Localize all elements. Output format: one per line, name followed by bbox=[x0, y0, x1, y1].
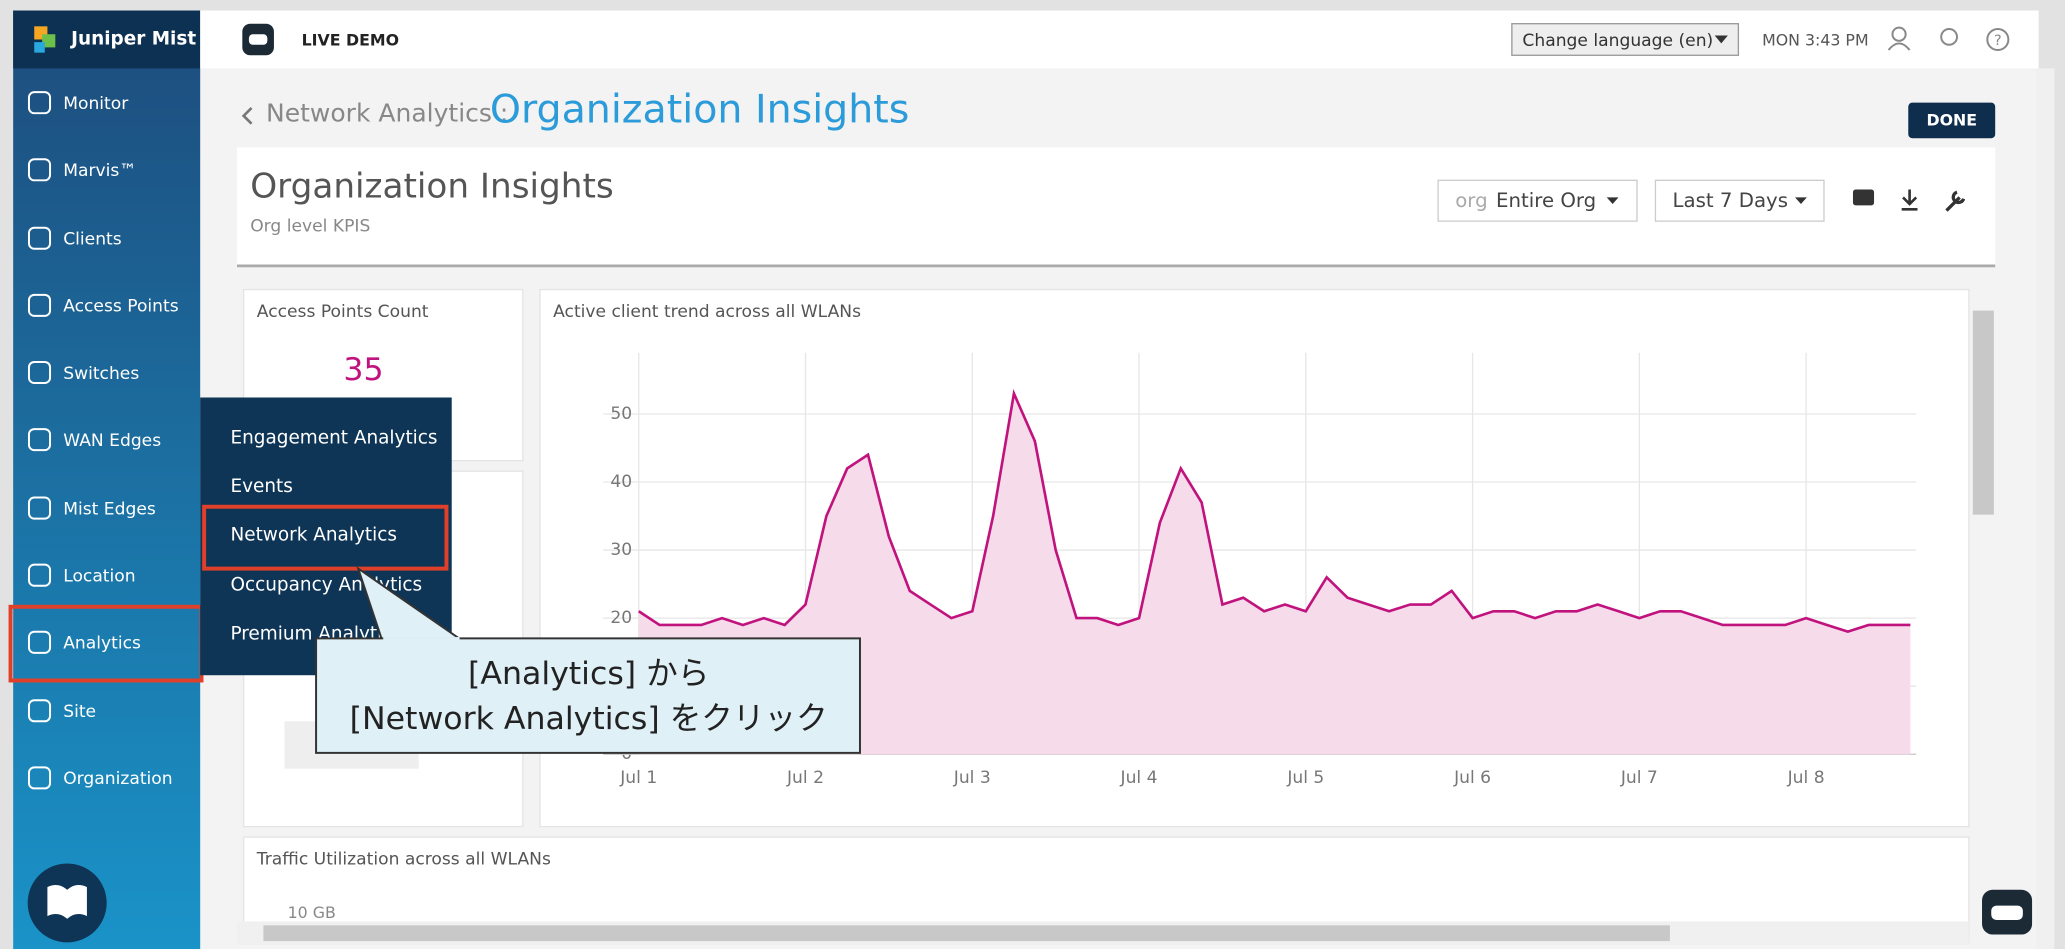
highlight-network-analytics bbox=[202, 504, 449, 571]
nav-icon[interactable] bbox=[27, 293, 52, 317]
brand: Juniper Mist bbox=[69, 28, 196, 49]
y-tick-label: 40 bbox=[610, 472, 632, 492]
area bbox=[638, 393, 1911, 755]
done-label: DONE bbox=[1926, 111, 1977, 130]
clock: MON 3:43 PM bbox=[1762, 30, 1868, 49]
nav-item[interactable]: Mist Edges bbox=[63, 499, 156, 519]
breadcrumb-parent[interactable]: Network Analytics : bbox=[266, 99, 508, 128]
nav: Monitor Marvis™ Clients Access Points Switch… bbox=[27, 91, 179, 790]
nav-icon[interactable] bbox=[27, 226, 52, 250]
submenu-items: Engagement Analytics Events Network Analyt… bbox=[230, 427, 437, 644]
chat-bot-eyes bbox=[1991, 905, 2023, 921]
x-tick-label: Jul 6 bbox=[1453, 768, 1491, 788]
y-tick-label: 30 bbox=[610, 540, 632, 560]
y-tick-label: 20 bbox=[610, 608, 632, 628]
help-icon[interactable] bbox=[1986, 27, 2010, 52]
scope-select[interactable] bbox=[1437, 179, 1638, 222]
help-mark: ? bbox=[1994, 33, 2002, 49]
callout bbox=[315, 637, 861, 754]
caret bbox=[1795, 197, 1807, 205]
traffic-title: Traffic Utilization across all WLANs bbox=[256, 849, 551, 869]
print-icon[interactable] bbox=[1852, 189, 1875, 206]
x-tick-label: Jul 4 bbox=[1120, 768, 1158, 788]
nav-item[interactable]: Clients bbox=[63, 230, 122, 250]
nav-icon[interactable] bbox=[27, 158, 52, 182]
nav-item[interactable]: Location bbox=[63, 567, 135, 587]
scope-value: Entire Org bbox=[1496, 189, 1596, 212]
breadcrumb-current: Organization Insights bbox=[490, 86, 909, 132]
x-tick-label: Jul 8 bbox=[1787, 768, 1825, 788]
user-icon bbox=[1887, 42, 1911, 51]
x-tick-label: Jul 5 bbox=[1286, 768, 1324, 788]
nav-icon[interactable] bbox=[27, 428, 52, 452]
nav-icon[interactable] bbox=[27, 360, 52, 385]
y-tick-label: 50 bbox=[610, 404, 632, 424]
callout-join bbox=[383, 637, 460, 642]
submenu-item[interactable]: Events bbox=[230, 476, 292, 497]
v-scrollbar[interactable] bbox=[2036, 68, 2055, 949]
nav-icon[interactable] bbox=[27, 630, 52, 654]
nav-item[interactable]: Marvis™ bbox=[63, 161, 136, 181]
back-arrow[interactable] bbox=[241, 106, 253, 125]
download-icon[interactable] bbox=[1901, 189, 1918, 211]
nav-item[interactable]: Organization bbox=[63, 769, 172, 789]
robot-eyes bbox=[248, 34, 268, 45]
x-tick-label: Jul 2 bbox=[786, 768, 824, 788]
x-tick-label: Jul 7 bbox=[1620, 768, 1658, 788]
nav-item[interactable]: Monitor bbox=[63, 94, 129, 114]
language-select[interactable] bbox=[1511, 23, 1740, 56]
logo-icon bbox=[42, 34, 56, 48]
ap-card-title: Access Points Count bbox=[257, 302, 429, 322]
scope-label: org bbox=[1455, 189, 1487, 212]
nav-item[interactable]: Analytics bbox=[63, 634, 141, 654]
logo-icon bbox=[34, 42, 45, 53]
settings-icon[interactable] bbox=[1945, 190, 1966, 212]
nav-item[interactable]: Site bbox=[63, 702, 96, 722]
nav-icon[interactable] bbox=[27, 699, 52, 723]
callout-line: [Network Analytics] をクリック bbox=[350, 701, 828, 737]
nav-item[interactable]: Access Points bbox=[63, 297, 179, 317]
v-scroll-thumb[interactable] bbox=[1972, 310, 1994, 515]
live-demo: LIVE DEMO bbox=[302, 30, 399, 49]
done-button[interactable] bbox=[1908, 102, 1996, 139]
x-tick-label: Jul 3 bbox=[953, 768, 991, 788]
submenu-item[interactable]: Network Analytics bbox=[230, 525, 396, 546]
user-icon[interactable] bbox=[1891, 26, 1907, 42]
book-icon bbox=[47, 885, 87, 919]
nav-icon[interactable] bbox=[27, 496, 52, 520]
sidebar bbox=[13, 10, 201, 949]
nav-icon[interactable] bbox=[27, 91, 52, 115]
submenu-item[interactable]: Engagement Analytics bbox=[230, 427, 437, 448]
nav-item[interactable]: WAN Edges bbox=[63, 431, 161, 451]
x-tick-label: Jul 1 bbox=[619, 768, 657, 788]
page-subtitle: Org level KPIS bbox=[250, 216, 370, 236]
nav-icon[interactable] bbox=[27, 563, 52, 587]
tips-icon[interactable] bbox=[1940, 27, 1958, 46]
range-value: Last 7 Days bbox=[1673, 189, 1789, 212]
range-select[interactable] bbox=[1654, 179, 1825, 222]
ap-count: 35 bbox=[343, 352, 383, 388]
nav-item[interactable]: Switches bbox=[63, 364, 139, 384]
caret bbox=[1714, 35, 1728, 44]
nav-icon[interactable] bbox=[27, 766, 52, 790]
line bbox=[638, 388, 1911, 634]
language-label: Change language (en) bbox=[1522, 31, 1713, 51]
traffic-tick: 10 GB bbox=[288, 903, 336, 922]
chart-title: Active client trend across all WLANs bbox=[553, 302, 861, 322]
callout-line: [Analytics] から bbox=[468, 656, 709, 692]
h-scroll-thumb[interactable] bbox=[263, 925, 1670, 942]
caret bbox=[1606, 197, 1619, 205]
page-title: Organization Insights bbox=[250, 167, 614, 207]
